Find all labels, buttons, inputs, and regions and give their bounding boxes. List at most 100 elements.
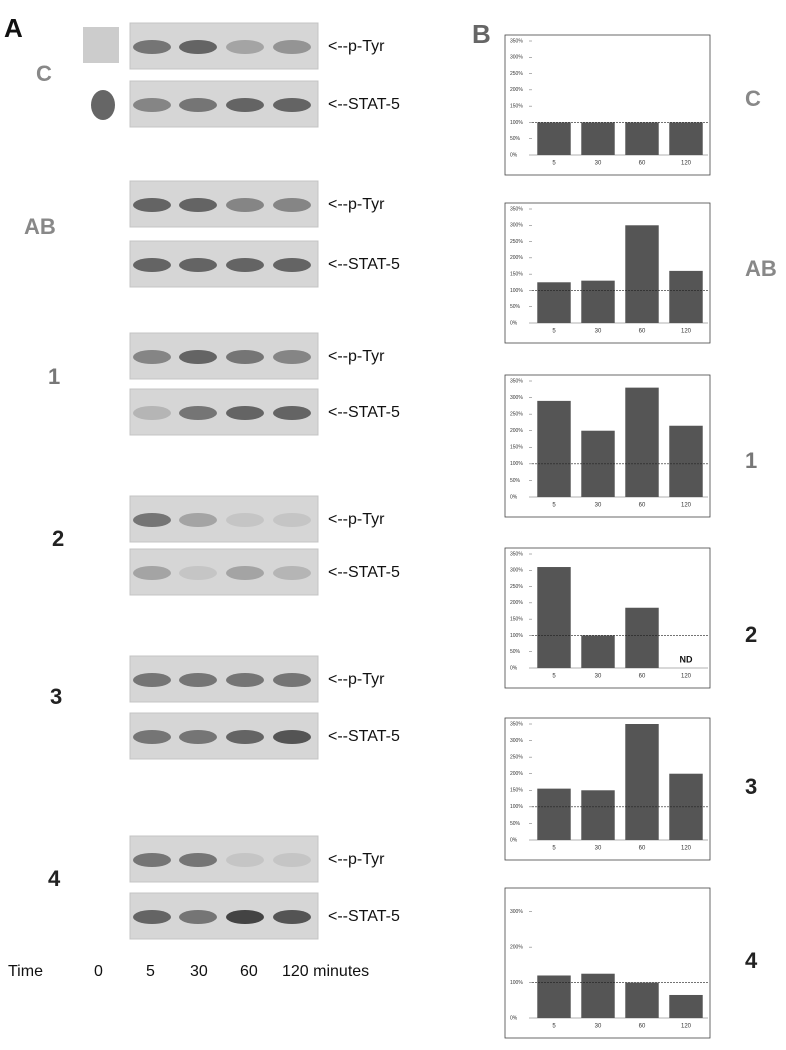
band: [179, 853, 217, 867]
y-tick-label: 200%: [510, 255, 523, 261]
band: [179, 258, 217, 272]
y-tick-label: 0%: [510, 1015, 518, 1021]
band: [133, 258, 171, 272]
band: [179, 566, 217, 580]
bar: [537, 400, 571, 497]
panel-label: A: [4, 13, 23, 43]
x-tick-label: 30: [595, 1024, 602, 1030]
bar: [669, 270, 703, 323]
band: [133, 566, 171, 580]
band: [226, 258, 264, 272]
bar: [581, 973, 615, 1018]
band: [179, 910, 217, 924]
bar: [537, 788, 571, 840]
band: [273, 853, 311, 867]
x-tick-label: 30: [595, 674, 602, 680]
band: [226, 350, 264, 364]
x-tick-label: 30: [595, 846, 602, 852]
time-point: 0: [94, 963, 103, 980]
time-label: Time: [8, 963, 43, 980]
band: [133, 350, 171, 364]
band: [226, 40, 264, 54]
band: [133, 673, 171, 687]
bar: [581, 122, 615, 155]
y-tick-label: 300%: [510, 738, 523, 744]
bar: [537, 282, 571, 323]
y-tick-label: 50%: [510, 821, 521, 827]
blot-label: <--p-Tyr: [328, 511, 385, 528]
band: [179, 98, 217, 112]
group-label: AB: [24, 214, 56, 239]
y-tick-label: 250%: [510, 584, 523, 590]
blot-label: <--p-Tyr: [328, 38, 385, 55]
band: [133, 406, 171, 420]
y-tick-label: 50%: [510, 136, 521, 142]
x-tick-label: 60: [639, 846, 646, 852]
x-tick-label: 60: [639, 161, 646, 167]
blot-label: <--p-Tyr: [328, 196, 385, 213]
x-tick-label: 120: [681, 674, 692, 680]
bar: [625, 122, 659, 155]
y-tick-label: 200%: [510, 944, 523, 950]
blot-label: <--STAT-5: [328, 908, 400, 925]
band: [133, 853, 171, 867]
x-tick-label: 120: [681, 329, 692, 335]
band: [133, 910, 171, 924]
y-tick-label: 50%: [510, 649, 521, 655]
time-point: 5: [146, 963, 155, 980]
smudge: [91, 90, 115, 120]
group-label: C: [36, 61, 52, 86]
y-tick-label: 150%: [510, 445, 523, 451]
y-tick-label: 350%: [510, 206, 523, 212]
time-point: 120 minutes: [282, 963, 369, 980]
bar: [537, 122, 571, 155]
blot-label: <--STAT-5: [328, 728, 400, 745]
band: [179, 198, 217, 212]
band: [133, 40, 171, 54]
bar: [625, 982, 659, 1018]
y-tick-label: 0%: [510, 320, 518, 326]
y-tick-label: 0%: [510, 665, 518, 671]
y-tick-label: 100%: [510, 120, 523, 126]
group-label: AB: [745, 256, 777, 281]
y-tick-label: 0%: [510, 152, 518, 158]
band: [179, 350, 217, 364]
x-tick-label: 5: [552, 1024, 556, 1030]
y-tick-label: 150%: [510, 271, 523, 277]
band: [226, 513, 264, 527]
blot-label: <--STAT-5: [328, 404, 400, 421]
x-tick-label: 60: [639, 503, 646, 509]
bar: [669, 994, 703, 1018]
blot-label: <--STAT-5: [328, 256, 400, 273]
band: [226, 566, 264, 580]
group-label: 3: [745, 774, 757, 799]
y-tick-label: 250%: [510, 239, 523, 245]
bar: [669, 425, 703, 497]
x-tick-label: 5: [552, 846, 556, 852]
y-tick-label: 200%: [510, 428, 523, 434]
x-tick-label: 60: [639, 329, 646, 335]
x-tick-label: 60: [639, 674, 646, 680]
x-tick-label: 120: [681, 161, 692, 167]
band: [273, 910, 311, 924]
band: [179, 673, 217, 687]
group-label: 2: [52, 526, 64, 551]
panel-label: B: [472, 19, 491, 49]
y-tick-label: 350%: [510, 551, 523, 557]
y-tick-label: 50%: [510, 478, 521, 484]
band: [273, 258, 311, 272]
band: [273, 566, 311, 580]
band: [273, 350, 311, 364]
x-tick-label: 60: [639, 1024, 646, 1030]
y-tick-label: 200%: [510, 87, 523, 93]
band: [179, 730, 217, 744]
bar: [625, 607, 659, 668]
group-label: 4: [745, 948, 758, 973]
bar: [581, 280, 615, 323]
band: [226, 730, 264, 744]
y-tick-label: 250%: [510, 411, 523, 417]
band: [273, 730, 311, 744]
x-tick-label: 120: [681, 846, 692, 852]
y-tick-label: 250%: [510, 71, 523, 77]
group-label: 3: [50, 684, 62, 709]
